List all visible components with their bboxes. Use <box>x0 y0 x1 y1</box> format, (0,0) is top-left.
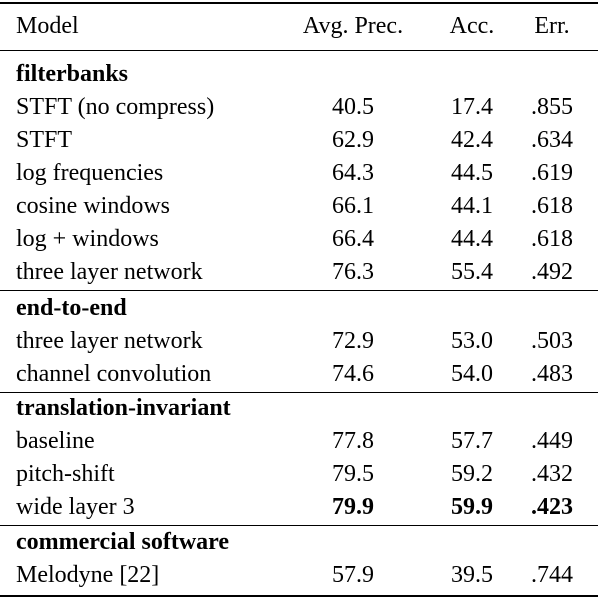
table-row: log + windows 66.4 44.4 .618 <box>0 223 598 256</box>
err-cell: .618 <box>531 193 573 219</box>
header-model: Model <box>16 13 79 39</box>
avg-prec-cell: 76.3 <box>332 259 374 285</box>
section-title-row: filterbanks <box>0 58 598 91</box>
err-cell: .744 <box>531 562 573 588</box>
model-cell: log frequencies <box>16 160 164 186</box>
table-bottom-rule <box>0 595 598 597</box>
section-rule <box>0 525 598 527</box>
model-cell: log + windows <box>16 226 159 252</box>
avg-prec-cell: 66.4 <box>332 226 374 252</box>
table-row: three layer network 76.3 55.4 .492 <box>0 256 598 289</box>
model-cell: STFT <box>16 127 73 153</box>
err-cell: .432 <box>531 461 573 487</box>
model-cell: wide layer 3 <box>16 494 135 520</box>
table-row: cosine windows 66.1 44.1 .618 <box>0 190 598 223</box>
header-row: Model Avg. Prec. Acc. Err. <box>0 10 598 43</box>
err-cell: .483 <box>531 361 573 387</box>
header-avg-prec: Avg. Prec. <box>302 13 404 39</box>
section-title: filterbanks <box>16 61 129 87</box>
table-row: baseline 77.8 57.7 .449 <box>0 425 598 458</box>
section-title: end-to-end <box>16 295 127 321</box>
err-cell: .855 <box>531 94 573 120</box>
acc-cell-best: 59.9 <box>451 494 493 520</box>
model-cell: three layer network <box>16 259 203 285</box>
acc-cell: 59.2 <box>451 461 493 487</box>
acc-cell: 44.5 <box>451 160 493 186</box>
table-row: three layer network 72.9 53.0 .503 <box>0 325 598 358</box>
avg-prec-cell: 74.6 <box>332 361 374 387</box>
acc-cell: 55.4 <box>451 259 493 285</box>
table-top-rule <box>0 2 598 4</box>
err-cell: .503 <box>531 328 573 354</box>
acc-cell: 17.4 <box>451 94 493 120</box>
section-title-row: commercial software <box>0 526 598 559</box>
avg-prec-cell: 77.8 <box>332 428 374 454</box>
err-cell: .619 <box>531 160 573 186</box>
avg-prec-cell: 40.5 <box>332 94 374 120</box>
acc-cell: 42.4 <box>451 127 493 153</box>
model-cell: cosine windows <box>16 193 170 219</box>
avg-prec-cell: 72.9 <box>332 328 374 354</box>
avg-prec-cell: 62.9 <box>332 127 374 153</box>
table-row: STFT (no compress) 40.5 17.4 .855 <box>0 91 598 124</box>
acc-cell: 39.5 <box>451 562 493 588</box>
avg-prec-cell: 79.5 <box>332 461 374 487</box>
acc-cell: 44.1 <box>451 193 493 219</box>
avg-prec-cell: 64.3 <box>332 160 374 186</box>
header-err: Err. <box>534 13 570 39</box>
acc-cell: 44.4 <box>451 226 493 252</box>
model-cell: Melodyne [22] <box>16 562 160 588</box>
acc-cell: 57.7 <box>451 428 493 454</box>
table-row: STFT 62.9 42.4 .634 <box>0 124 598 157</box>
model-cell: STFT (no compress) <box>16 94 215 120</box>
err-cell: .618 <box>531 226 573 252</box>
section-rule <box>0 392 598 394</box>
section-title: commercial software <box>16 529 230 555</box>
header-acc: Acc. <box>449 13 495 39</box>
acc-cell: 54.0 <box>451 361 493 387</box>
err-cell: .492 <box>531 259 573 285</box>
table-row: Melodyne [22] 57.9 39.5 .744 <box>0 559 598 592</box>
section-title-row: end-to-end <box>0 292 598 325</box>
avg-prec-cell: 66.1 <box>332 193 374 219</box>
model-cell: pitch-shift <box>16 461 115 487</box>
err-cell: .634 <box>531 127 573 153</box>
table-row: log frequencies 64.3 44.5 .619 <box>0 157 598 190</box>
section-title-row: translation-invariant <box>0 392 598 425</box>
table-row: wide layer 3 79.9 59.9 .423 <box>0 491 598 524</box>
section-rule <box>0 290 598 292</box>
avg-prec-cell: 57.9 <box>332 562 374 588</box>
header-rule <box>0 50 598 52</box>
err-cell: .449 <box>531 428 573 454</box>
acc-cell: 53.0 <box>451 328 493 354</box>
err-cell-best: .423 <box>531 494 573 520</box>
section-title: translation-invariant <box>16 395 231 421</box>
model-cell: baseline <box>16 428 95 454</box>
table-row: pitch-shift 79.5 59.2 .432 <box>0 458 598 491</box>
model-cell: channel convolution <box>16 361 212 387</box>
table-row: channel convolution 74.6 54.0 .483 <box>0 358 598 391</box>
model-cell: three layer network <box>16 328 203 354</box>
avg-prec-cell-best: 79.9 <box>332 494 374 520</box>
